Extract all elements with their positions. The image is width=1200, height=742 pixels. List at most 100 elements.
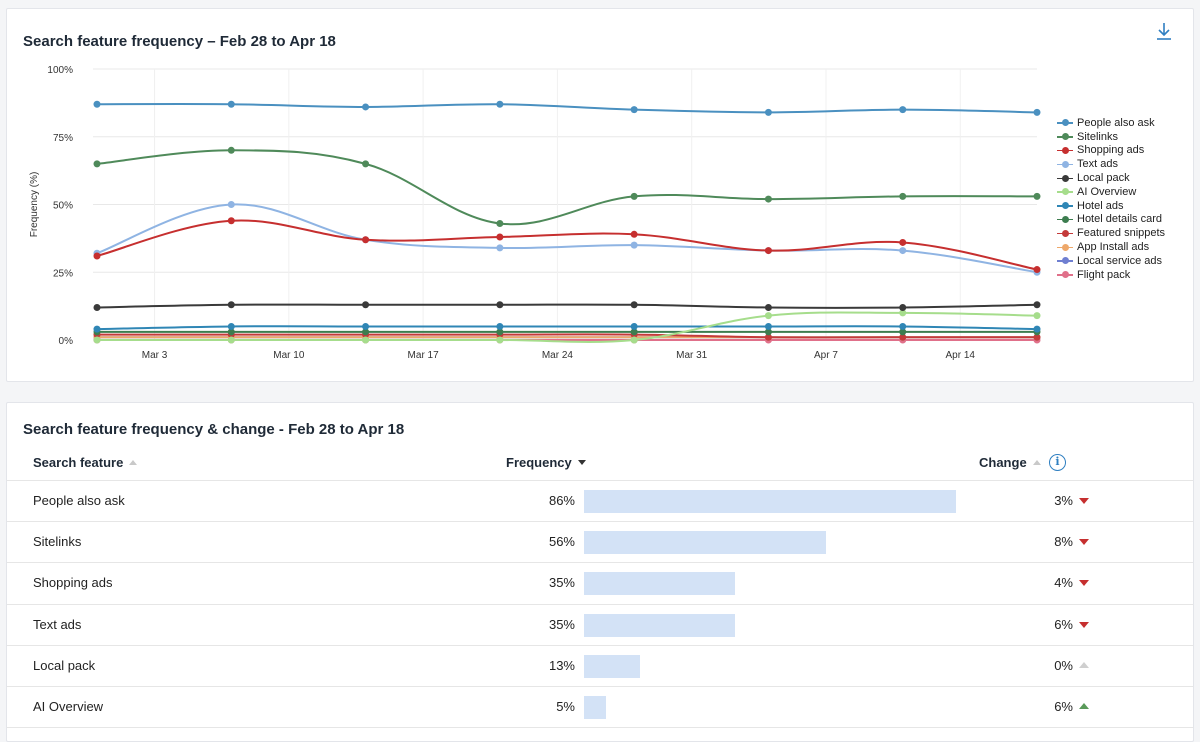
data-point: [227, 100, 235, 108]
change-value: 3%: [1054, 493, 1073, 508]
data-point: [227, 328, 235, 336]
data-point: [764, 333, 772, 341]
frequency-bar: [584, 695, 606, 719]
frequency-value: 86%: [548, 493, 575, 508]
legend-swatch: [1057, 159, 1073, 169]
data-point: [630, 336, 638, 344]
data-point: [362, 301, 370, 309]
search-feature-name: People also ask: [33, 493, 125, 508]
legend-item[interactable]: Featured snippets: [1057, 226, 1165, 240]
download-icon[interactable]: [1155, 19, 1173, 41]
legend-label: Local service ads: [1077, 254, 1162, 267]
data-point: [496, 100, 504, 108]
data-point: [764, 195, 772, 203]
data-point: [630, 241, 638, 249]
table-row[interactable]: Shopping ads 35% 4%: [7, 563, 1193, 605]
series-line: [96, 219, 1038, 271]
data-point: [764, 303, 772, 311]
triangle-down-icon: [1079, 621, 1089, 628]
y-tick-label: 50%: [53, 201, 73, 212]
search-feature-name: Local pack: [33, 657, 96, 673]
frequency-value: 35%: [548, 575, 575, 591]
data-point: [93, 160, 101, 168]
legend-label: Hotel details card: [1077, 213, 1162, 226]
legend-item[interactable]: Local service ads: [1057, 254, 1165, 268]
frequency-bar: [584, 572, 736, 596]
series-line: [97, 311, 1038, 343]
data-point: [362, 160, 370, 168]
data-point: [1033, 192, 1041, 200]
legend-item[interactable]: Text ads: [1057, 157, 1165, 171]
legend-label: AI Overview: [1077, 185, 1137, 198]
legend-item[interactable]: Local pack: [1057, 171, 1165, 185]
table-row[interactable]: Text ads 35% 6%: [7, 605, 1193, 646]
y-tick-label: 75%: [53, 133, 73, 144]
data-point: [227, 322, 235, 330]
triangle-down-icon: [1079, 580, 1089, 587]
x-tick-label: Mar 24: [542, 350, 574, 361]
data-point: [93, 303, 101, 311]
sort-asc-icon: [129, 460, 138, 465]
data-point: [899, 322, 907, 330]
data-point: [1033, 325, 1041, 333]
legend-label: People also ask: [1077, 116, 1155, 129]
legend-item[interactable]: Sitelinks: [1057, 130, 1165, 144]
column-header-frequency[interactable]: Frequency: [506, 455, 586, 470]
y-axis-label: Frequency (%): [29, 172, 40, 238]
frequency-bar: [584, 654, 641, 678]
data-point: [899, 238, 907, 246]
table-row[interactable]: AI Overview 5% 6%: [7, 687, 1193, 729]
data-point: [227, 301, 235, 309]
data-point: [899, 333, 907, 341]
data-point: [764, 312, 772, 320]
data-point: [764, 328, 772, 336]
search-feature-name: Text ads: [33, 616, 82, 632]
table-row[interactable]: Sitelinks 56% 8%: [7, 522, 1193, 564]
column-header-change[interactable]: Change: [979, 455, 1041, 470]
data-point: [630, 230, 638, 238]
frequency-bar: [584, 490, 956, 513]
legend-item[interactable]: Hotel ads: [1057, 199, 1165, 213]
data-point: [764, 247, 772, 255]
table-header: Search feature Frequency Change: [7, 447, 1193, 481]
legend-item[interactable]: AI Overview: [1057, 185, 1165, 199]
data-point: [630, 328, 638, 336]
data-point: [899, 328, 907, 336]
line-chart: 0% 25% 50% 75% 100% Mar 3 Mar 10 Mar 17 Mar 24 Ma…: [29, 65, 1041, 361]
change-value: 4%: [1054, 575, 1073, 591]
legend-item[interactable]: Shopping ads: [1057, 144, 1165, 158]
legend-swatch: [1057, 145, 1073, 155]
data-point: [227, 201, 235, 208]
x-tick-label: Mar 31: [676, 350, 708, 361]
legend-swatch: [1057, 228, 1073, 238]
data-point: [362, 103, 370, 111]
legend-item[interactable]: Flight pack: [1057, 268, 1165, 282]
info-icon[interactable]: i: [1049, 454, 1066, 471]
sort-asc-icon: [1032, 460, 1041, 465]
y-tick-label: 25%: [53, 268, 73, 279]
triangle-neutral-icon: [1079, 661, 1089, 668]
series-line: [96, 303, 1038, 309]
data-point: [899, 247, 907, 255]
column-header-label: Change: [979, 455, 1027, 470]
legend-swatch: [1057, 256, 1073, 266]
data-point: [362, 236, 370, 244]
column-header-search-feature[interactable]: Search feature: [33, 455, 138, 470]
legend-label: Hotel ads: [1077, 199, 1124, 212]
data-point: [899, 106, 907, 114]
column-header-label: Frequency: [506, 455, 572, 470]
legend-swatch: [1057, 242, 1073, 252]
legend-item[interactable]: App Install ads: [1057, 240, 1165, 254]
chart-title: Search feature frequency – Feb 28 to Apr…: [23, 33, 336, 50]
data-point: [93, 100, 101, 108]
data-point: [496, 233, 504, 241]
legend-item[interactable]: Hotel details card: [1057, 213, 1165, 227]
table-row[interactable]: People also ask 86% 3%: [7, 481, 1193, 523]
legend-label: Sitelinks: [1077, 130, 1118, 143]
table-body: People also ask 86% 3% Sitelinks 56% 8% Shoppi…: [7, 481, 1193, 729]
legend-item[interactable]: People also ask: [1057, 116, 1165, 130]
table-row[interactable]: Local pack 13% 0%: [7, 646, 1193, 687]
data-point: [93, 325, 101, 333]
column-header-label: Search feature: [33, 455, 124, 470]
data-point: [1033, 266, 1041, 274]
